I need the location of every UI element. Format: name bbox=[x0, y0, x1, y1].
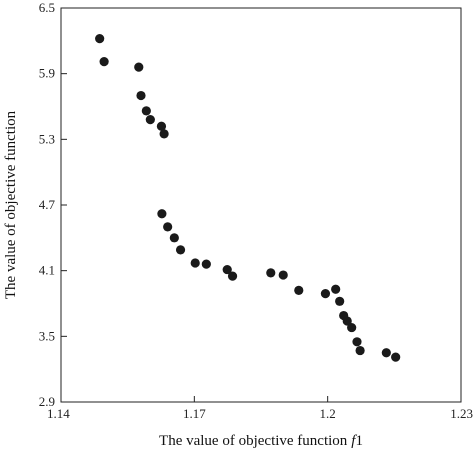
data-point bbox=[159, 129, 169, 139]
data-point bbox=[157, 209, 167, 219]
data-point bbox=[331, 284, 341, 294]
data-point bbox=[352, 337, 362, 347]
x-tick-label: 1.14 bbox=[47, 406, 70, 421]
data-point bbox=[222, 264, 232, 275]
data-point bbox=[227, 271, 238, 281]
x-axis-ticks: 1.14 1.17 1.2 1.23 bbox=[47, 396, 473, 421]
data-point bbox=[391, 352, 401, 362]
y-tick-label: 5.9 bbox=[39, 66, 55, 81]
data-point bbox=[335, 296, 345, 306]
y-tick-label: 3.5 bbox=[39, 328, 55, 343]
data-point bbox=[342, 316, 352, 326]
y-tick-label: 4.1 bbox=[39, 263, 55, 278]
data-point bbox=[266, 268, 276, 278]
data-point bbox=[169, 233, 179, 243]
data-point bbox=[136, 90, 146, 101]
data-point bbox=[145, 115, 155, 125]
data-point bbox=[156, 121, 167, 131]
data-point bbox=[95, 34, 105, 44]
data-point bbox=[347, 322, 357, 333]
y-tick-label: 5.3 bbox=[39, 131, 55, 146]
x-axis-title-symbol: f bbox=[351, 433, 357, 449]
y-tick-label: 6.5 bbox=[39, 0, 55, 15]
y-tick-label: 4.7 bbox=[39, 197, 56, 212]
x-axis-title-text: The value of objective function bbox=[159, 433, 348, 449]
x-tick-label: 1.2 bbox=[320, 406, 336, 421]
data-point bbox=[175, 245, 186, 255]
data-point bbox=[320, 289, 331, 299]
x-axis-title-subscript: 1 bbox=[355, 433, 363, 449]
y-axis-ticks: 2.9 3.5 4.1 4.7 5.3 5.9 6.5 bbox=[39, 0, 67, 409]
data-point bbox=[141, 106, 151, 116]
y-axis-title: The value of objective function bbox=[3, 110, 19, 299]
plot-frame bbox=[60, 7, 462, 403]
data-point bbox=[355, 345, 365, 356]
x-tick-label: 1.17 bbox=[183, 406, 206, 421]
data-point bbox=[163, 222, 173, 232]
data-point bbox=[278, 270, 288, 280]
data-point bbox=[134, 62, 144, 72]
y-tick-label: 2.9 bbox=[39, 394, 55, 409]
data-point bbox=[381, 348, 391, 358]
x-axis-title: The value of objective function f1 bbox=[159, 433, 363, 449]
x-tick-label: 1.23 bbox=[450, 406, 473, 421]
data-point bbox=[190, 258, 200, 268]
data-point bbox=[201, 259, 211, 269]
data-point bbox=[294, 285, 304, 295]
data-points bbox=[95, 34, 401, 362]
data-point bbox=[99, 57, 109, 67]
